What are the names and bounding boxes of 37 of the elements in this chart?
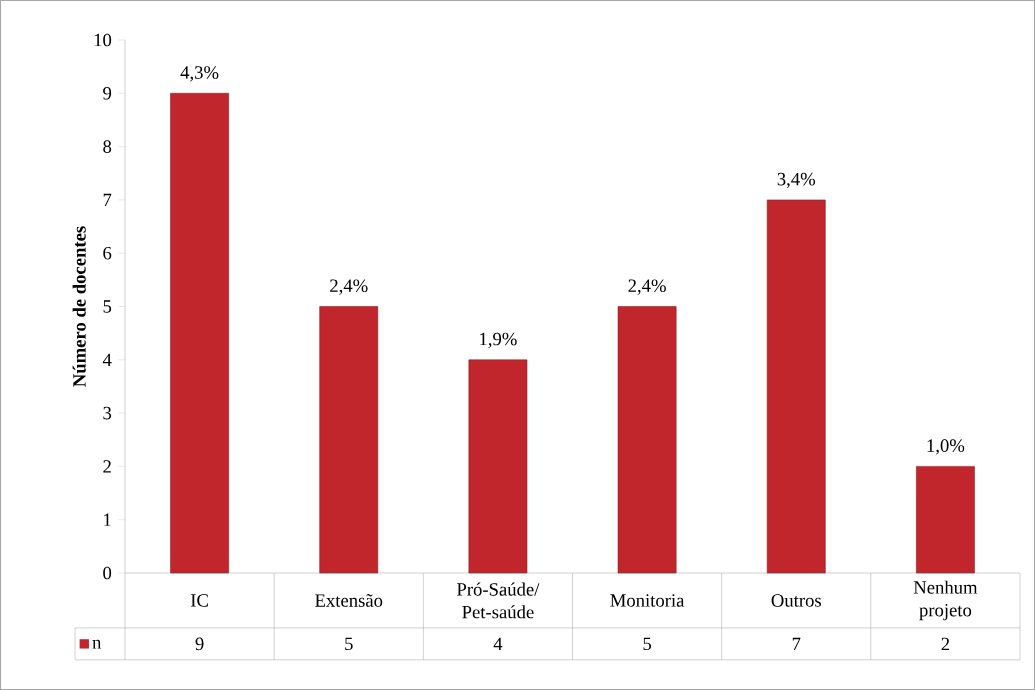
y-tick-label: 8	[103, 140, 112, 153]
bar	[916, 466, 975, 574]
y-tick-label: 4	[102, 353, 112, 366]
annotation: 4,3%	[180, 66, 219, 82]
y-tick-label: 2	[103, 460, 111, 473]
y-tick-label: 1	[104, 513, 111, 526]
y-tick-label: 7	[103, 193, 112, 207]
bar	[766, 199, 826, 574]
y-tick-label: 3	[103, 406, 112, 420]
data-label: 5	[643, 637, 652, 651]
annotation: 2,4%	[330, 279, 368, 295]
data-label: 7	[792, 637, 801, 650]
data-label: 2	[941, 637, 950, 651]
data-label: 5	[345, 637, 353, 651]
data-label: 9	[195, 637, 204, 651]
x-tick-label: Pró-Saúde/ Pet-saúde	[456, 582, 540, 619]
x-tick-label: Monitoria	[610, 594, 685, 607]
bar	[319, 306, 379, 574]
x-tick-label: Nenhum projeto	[913, 580, 978, 621]
x-tick-label: IC	[190, 594, 208, 607]
annotation: 1,9%	[480, 332, 517, 348]
y-tick-label: 10	[94, 33, 112, 47]
y-tick-label: 0	[103, 566, 112, 580]
annotation: 3,4%	[777, 172, 816, 189]
annotation: 2,4%	[628, 279, 666, 295]
bar	[617, 306, 677, 574]
data-label: 4	[493, 637, 503, 651]
y-tick-label: 5	[103, 300, 112, 313]
legend-label: n	[92, 639, 102, 649]
annotation: 1,0%	[927, 439, 965, 455]
bar	[468, 359, 528, 574]
y-tick-label: 9	[103, 87, 112, 100]
bar	[170, 93, 229, 574]
y-axis-title: Número de docentes	[72, 226, 86, 387]
x-tick-label: Outros	[771, 594, 821, 607]
x-tick-label: Extensão	[315, 594, 383, 607]
y-tick-label: 6	[103, 246, 112, 260]
